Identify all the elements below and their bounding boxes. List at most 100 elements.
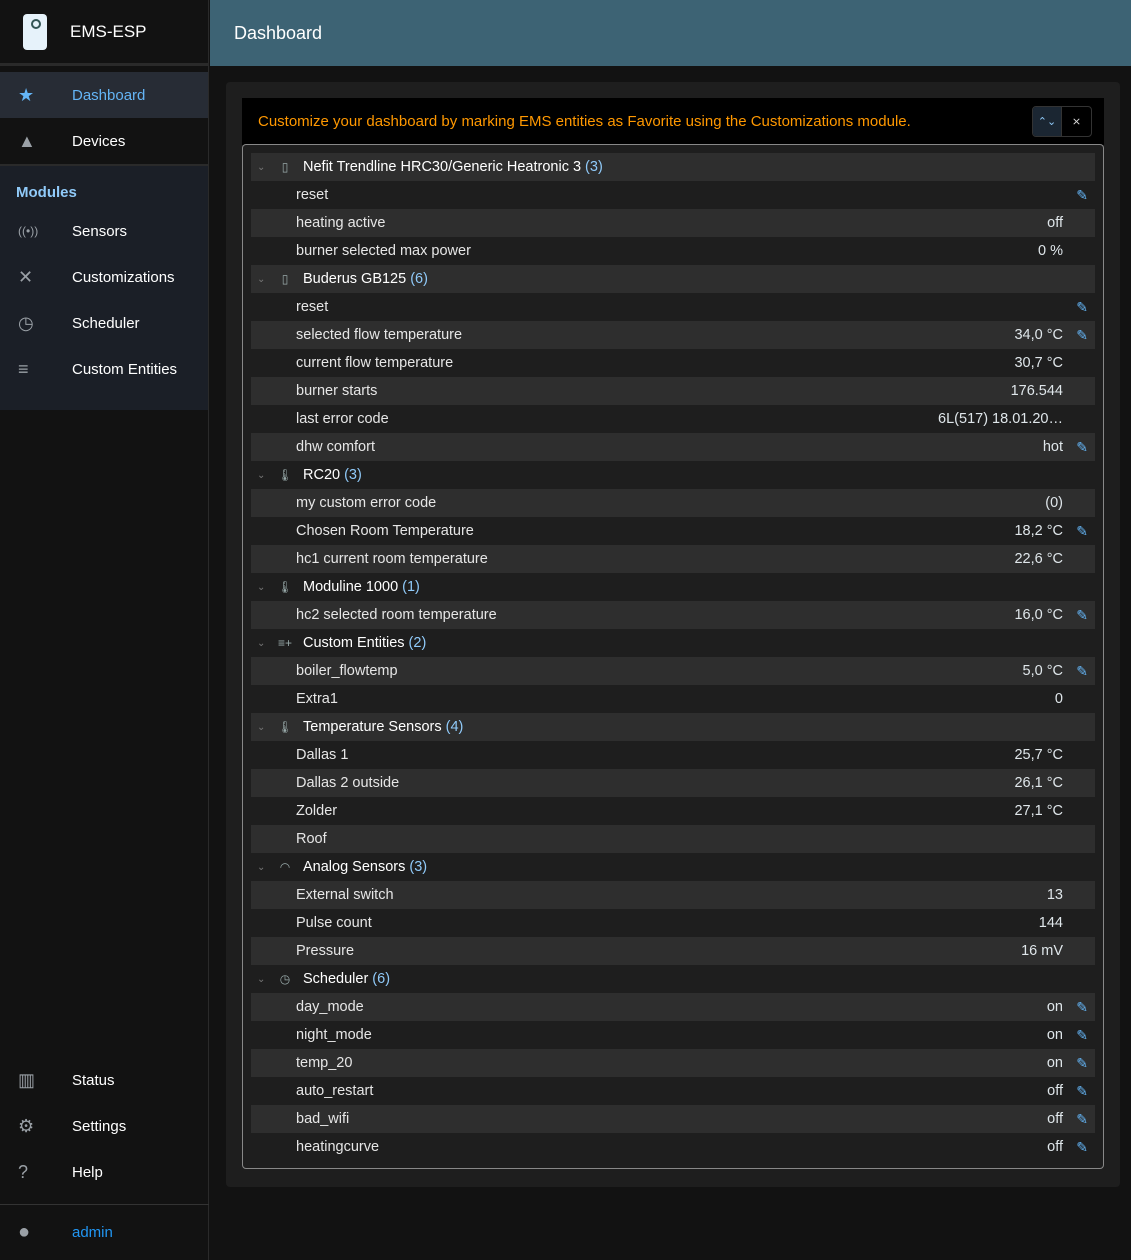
tools-icon: ✕ <box>18 266 34 287</box>
entity-row: Zolder 27,1 °C <box>251 797 1095 825</box>
nav-status[interactable]: ▥ Status <box>0 1057 209 1103</box>
thermostat-auto-icon: 🌡 <box>277 580 293 594</box>
nav-label: Settings <box>72 1117 127 1135</box>
entity-row: day_mode on ✎ <box>251 993 1095 1021</box>
entity-name: Dallas 2 outside <box>296 775 400 791</box>
edit-icon[interactable]: ✎ <box>1076 326 1088 343</box>
entity-name: last error code <box>296 411 389 427</box>
playlist-add-icon: ≡+ <box>277 636 292 650</box>
entity-name: auto_restart <box>296 1083 374 1099</box>
group-header[interactable]: ⌄ ≡+ Custom Entities (2) <box>251 629 1095 657</box>
nav-sensors[interactable]: ((•)) Sensors <box>0 208 208 254</box>
nav-settings[interactable]: ⚙ Settings <box>0 1103 209 1149</box>
entity-row: Pulse count 144 <box>251 909 1095 937</box>
group-header[interactable]: ⌄ ▯ Nefit Trendline HRC30/Generic Heatroni… <box>251 153 1095 181</box>
edit-icon[interactable]: ✎ <box>1076 1138 1088 1155</box>
entity-value: 144 <box>1038 915 1063 931</box>
entity-value: on <box>1046 1055 1063 1071</box>
nav-help[interactable]: ? Help <box>0 1149 209 1195</box>
entity-row: last error code 6L(517) 18.01.20… <box>251 405 1095 433</box>
group-header[interactable]: ⌄ ◠ Analog Sensors (3) <box>251 853 1095 881</box>
user-menu[interactable]: ● admin <box>0 1204 209 1260</box>
chevron-down-icon[interactable]: ⌄ <box>257 581 266 593</box>
entity-value: on <box>1046 999 1063 1015</box>
group-header[interactable]: ⌄ 🌡 RC20 (3) <box>251 461 1095 489</box>
nav-label: Dashboard <box>72 86 146 104</box>
nav-scheduler[interactable]: ◷ Scheduler <box>0 300 208 346</box>
chevron-down-icon[interactable]: ⌄ <box>257 161 266 173</box>
entity-value: 27,1 °C <box>1014 803 1063 819</box>
page-title: Dashboard <box>234 22 323 43</box>
entity-row: External switch 13 <box>251 881 1095 909</box>
edit-icon[interactable]: ✎ <box>1076 1082 1088 1099</box>
more-time-icon: ◷ <box>279 972 291 986</box>
entity-name: burner selected max power <box>296 243 471 259</box>
entity-value: 5,0 °C <box>1022 663 1063 679</box>
chevron-down-icon[interactable]: ⌄ <box>257 469 266 481</box>
nav-label: Help <box>72 1163 103 1181</box>
chevron-down-icon[interactable]: ⌄ <box>257 861 266 873</box>
group-count: (2) <box>408 635 427 651</box>
edit-icon[interactable]: ✎ <box>1076 606 1088 623</box>
group-header[interactable]: ⌄ 🌡 Moduline 1000 (1) <box>251 573 1095 601</box>
group-name: Nefit Trendline HRC30/Generic Heatronic … <box>303 159 582 175</box>
gauge-icon: ◠ <box>279 860 291 874</box>
chevron-down-icon[interactable]: ⌄ <box>257 273 266 285</box>
group-name: Custom Entities <box>303 635 405 651</box>
entity-row: Extra1 0 <box>251 685 1095 713</box>
group-name: Moduline 1000 <box>303 579 399 595</box>
entity-name: External switch <box>296 887 394 903</box>
edit-icon[interactable]: ✎ <box>1076 662 1088 679</box>
group-header[interactable]: ⌄ 🌡 Temperature Sensors (4) <box>251 713 1095 741</box>
nav-label: Status <box>72 1071 115 1089</box>
edit-icon[interactable]: ✎ <box>1076 298 1088 315</box>
entity-row: current flow temperature 30,7 °C <box>251 349 1095 377</box>
entity-value: (0) <box>1045 495 1063 511</box>
group-header[interactable]: ⌄ ▯ Buderus GB125 (6) <box>251 265 1095 293</box>
chevron-down-icon[interactable]: ⌄ <box>257 721 266 733</box>
entity-value: 0 % <box>1038 243 1063 259</box>
entity-name: hc1 current room temperature <box>296 551 488 567</box>
entity-value: off <box>1047 215 1063 231</box>
nav-customizations[interactable]: ✕ Customizations <box>0 254 208 300</box>
entity-value: 26,1 °C <box>1014 775 1063 791</box>
entity-row: heating active off <box>251 209 1095 237</box>
edit-icon[interactable]: ✎ <box>1076 1026 1088 1043</box>
entity-name: Roof <box>296 831 327 847</box>
entity-row: my custom error code (0) <box>251 489 1095 517</box>
username: admin <box>72 1224 113 1241</box>
entity-name: Extra1 <box>296 691 338 707</box>
group-count: (3) <box>585 159 603 175</box>
edit-icon[interactable]: ✎ <box>1076 998 1088 1015</box>
group-name: Analog Sensors <box>303 859 406 875</box>
group-header[interactable]: ⌄ ◷ Scheduler (6) <box>251 965 1095 993</box>
entity-name: current flow temperature <box>296 355 454 371</box>
entity-value: off <box>1047 1083 1063 1099</box>
edit-icon[interactable]: ✎ <box>1076 186 1088 203</box>
boiler-icon: ▯ <box>281 272 289 286</box>
entity-row: burner selected max power 0 % <box>251 237 1095 265</box>
entity-value: 176.544 <box>1010 383 1063 399</box>
entity-row: boiler_flowtemp 5,0 °C ✎ <box>251 657 1095 685</box>
gear-icon: ⚙ <box>18 1115 35 1136</box>
edit-icon[interactable]: ✎ <box>1076 522 1088 539</box>
chevron-down-icon[interactable]: ⌄ <box>257 973 266 985</box>
group-count: (4) <box>445 719 464 735</box>
nav-label: Scheduler <box>72 314 140 332</box>
chevron-down-icon[interactable]: ⌄ <box>257 637 266 649</box>
entity-row: Dallas 2 outside 26,1 °C <box>251 769 1095 797</box>
collapse-all-button[interactable]: ⨯ <box>1071 116 1082 128</box>
edit-icon[interactable]: ✎ <box>1076 1054 1088 1071</box>
star-icon: ★ <box>18 84 35 105</box>
entity-row: selected flow temperature 34,0 °C ✎ <box>251 321 1095 349</box>
nav-devices[interactable]: ▲ Devices <box>0 118 208 164</box>
edit-icon[interactable]: ✎ <box>1076 1110 1088 1127</box>
nav-custom-entities[interactable]: ≡ Custom Entities <box>0 346 208 392</box>
group-name: Buderus GB125 <box>303 271 407 287</box>
nav-dashboard[interactable]: ★ Dashboard <box>0 72 208 118</box>
entity-name: boiler_flowtemp <box>296 663 398 679</box>
entity-row: dhw comfort hot ✎ <box>251 433 1095 461</box>
expand-all-button[interactable]: ⌃⌄ <box>1033 107 1062 136</box>
entity-name: my custom error code <box>296 495 437 511</box>
edit-icon[interactable]: ✎ <box>1076 438 1088 455</box>
